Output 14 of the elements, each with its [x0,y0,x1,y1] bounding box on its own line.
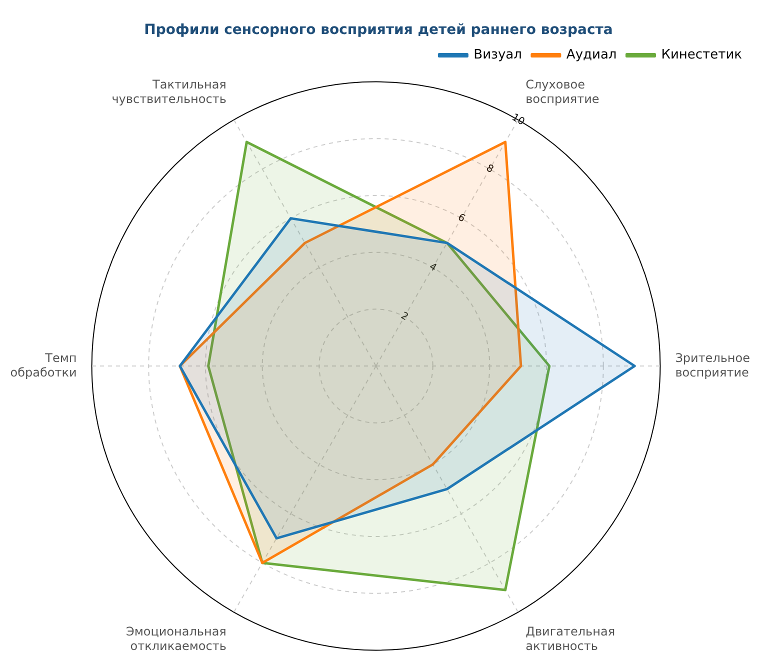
spoke-label: Эмоциональная откликаемость [126,624,226,653]
legend-label: Кинестетик [661,48,742,63]
y-tick-label: 8 [484,162,496,176]
y-tick-label: 4 [427,261,438,274]
spoke-label: Двигательная активность [526,624,616,653]
spoke-label: Тактильная чувствительность [112,77,226,106]
y-tick-label: 2 [398,310,410,324]
legend-label: Визуал [474,48,522,63]
spoke-label: Темп обработки [10,350,77,380]
y-tick-label: 6 [456,212,467,225]
spoke-label: Зрительное восприятие [675,350,750,380]
legend-label: Аудиал [566,48,617,63]
spoke-label: Слуховое восприятие [526,77,600,106]
chart-title: Профили сенсорного восприятия детей раннего возраста [144,22,613,38]
